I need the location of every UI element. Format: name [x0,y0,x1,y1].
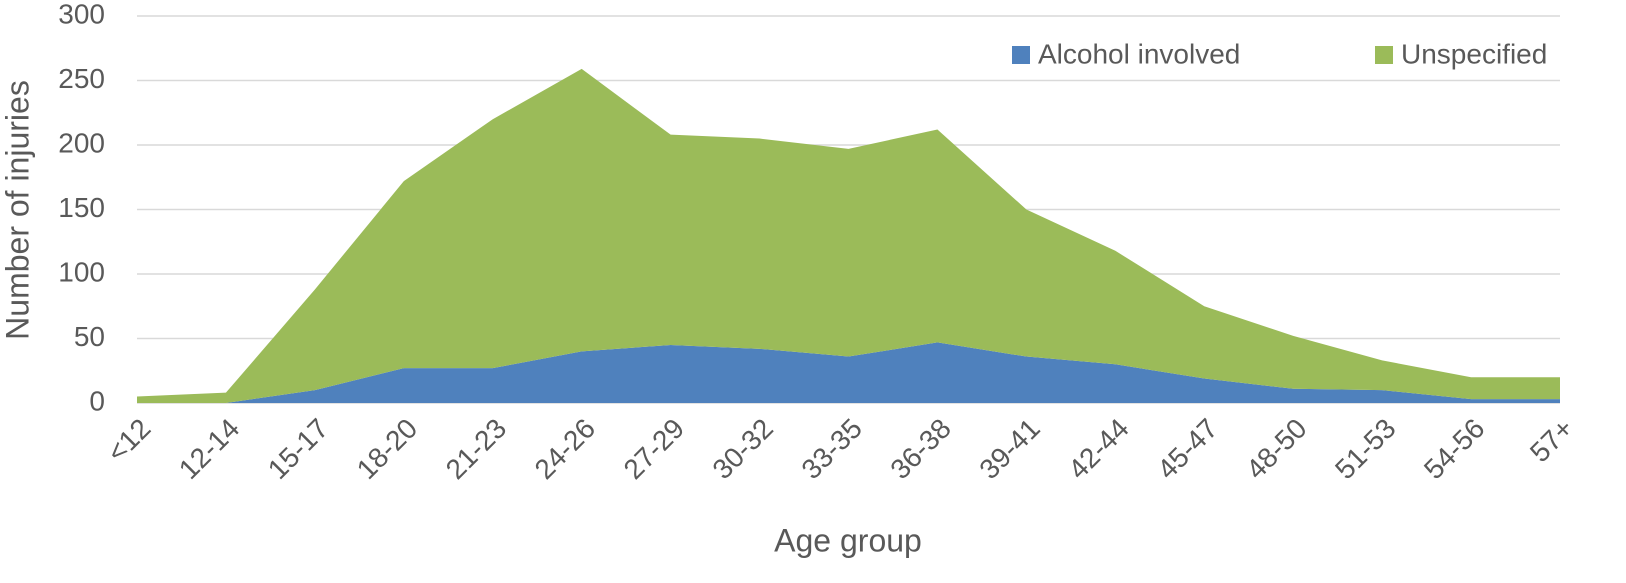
x-tick-label: 33-35 [795,413,868,486]
y-tick-label: 250 [58,63,105,94]
x-tick-label: 15-17 [262,413,335,486]
x-axis-title: Age group [774,522,922,558]
legend-label: Alcohol involved [1038,38,1240,69]
y-axis-title: Number of injuries [0,80,35,340]
x-tick-label: 39-41 [973,413,1046,486]
y-tick-label: 300 [58,0,105,29]
x-tick-label: 48-50 [1240,413,1313,486]
area [137,342,1560,403]
x-tick-label: 51-53 [1329,413,1402,486]
y-tick-label: 0 [89,385,105,416]
legend-swatch [1012,46,1030,64]
x-tick-label: <12 [101,413,157,469]
x-tick-label: 42-44 [1062,413,1135,486]
y-tick-label: 100 [58,256,105,287]
y-tick-label: 150 [58,192,105,223]
x-tick-label: 18-20 [351,413,424,486]
y-tick-label: 50 [74,321,105,352]
legend-swatch [1375,46,1393,64]
y-tick-label: 200 [58,127,105,158]
x-tick-label: 57+ [1524,413,1580,469]
legend-label: Unspecified [1401,38,1547,69]
x-tick-label: 12-14 [173,413,246,486]
x-tick-label: 21-23 [440,413,513,486]
x-tick-label: 27-29 [618,413,691,486]
plot-area [137,68,1560,403]
x-tick-label: 54-56 [1418,413,1491,486]
x-tick-label: 45-47 [1151,413,1224,486]
area [137,68,1560,403]
x-tick-label: 36-38 [884,413,957,486]
x-tick-label: 30-32 [706,413,779,486]
x-tick-label: 24-26 [529,413,602,486]
